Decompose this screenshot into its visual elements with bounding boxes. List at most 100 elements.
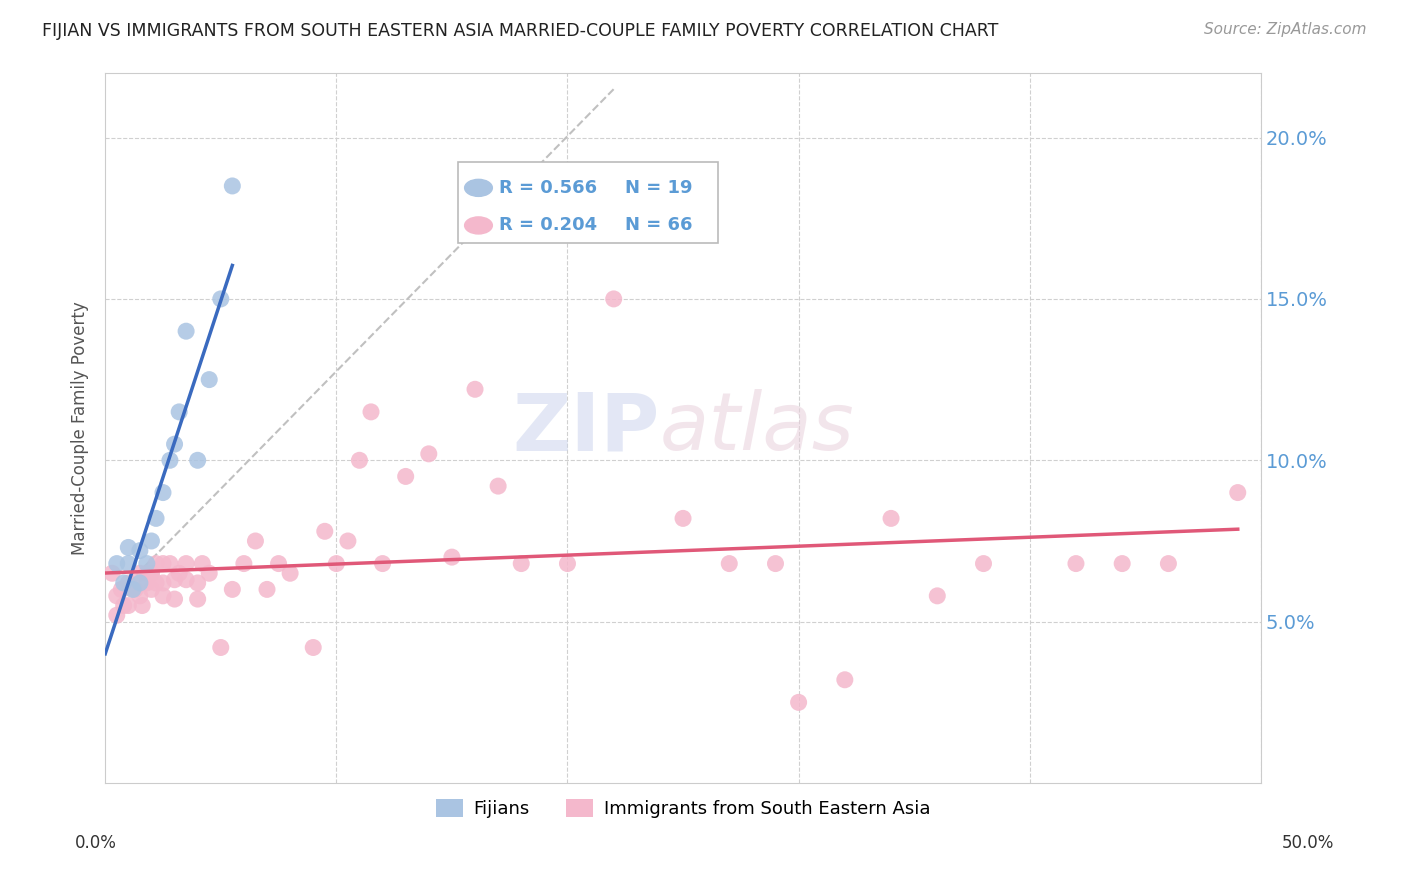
Point [486, 479, 509, 493]
Point [1111, 557, 1133, 571]
Point [973, 557, 995, 571]
Point [145, 511, 167, 525]
Point [117, 576, 139, 591]
Point [163, 592, 186, 607]
Point [105, 557, 128, 571]
Point [135, 576, 157, 591]
Point [128, 589, 150, 603]
Text: N = 66: N = 66 [626, 217, 693, 235]
Text: ZIP: ZIP [513, 389, 659, 467]
Point [395, 469, 418, 483]
Point [787, 695, 810, 709]
Point [278, 566, 301, 581]
Point [117, 557, 139, 571]
Point [360, 405, 382, 419]
Point [302, 640, 325, 655]
Point [418, 447, 440, 461]
Point [602, 292, 624, 306]
Point [141, 566, 163, 581]
Point [163, 437, 186, 451]
Point [128, 576, 150, 591]
Point [163, 573, 186, 587]
Point [336, 533, 359, 548]
Text: FIJIAN VS IMMIGRANTS FROM SOUTH EASTERN ASIA MARRIED-COUPLE FAMILY POVERTY CORRE: FIJIAN VS IMMIGRANTS FROM SOUTH EASTERN … [42, 22, 998, 40]
Text: Source: ZipAtlas.com: Source: ZipAtlas.com [1204, 22, 1367, 37]
Point [221, 178, 243, 193]
Point [191, 557, 214, 571]
Point [101, 566, 124, 581]
Text: R = 0.566: R = 0.566 [499, 179, 598, 197]
Point [105, 608, 128, 623]
Text: 50.0%: 50.0% [1281, 834, 1334, 852]
Point [122, 582, 145, 597]
Point [256, 582, 278, 597]
Point [141, 533, 163, 548]
Point [152, 576, 174, 591]
Point [440, 550, 463, 565]
Point [152, 485, 174, 500]
Point [880, 511, 903, 525]
Point [174, 573, 197, 587]
Point [672, 511, 695, 525]
Point [167, 405, 190, 419]
Point [209, 292, 232, 306]
Point [117, 599, 139, 613]
Point [834, 673, 856, 687]
Point [174, 557, 197, 571]
Point [221, 582, 243, 597]
Point [141, 582, 163, 597]
Point [718, 557, 741, 571]
Point [232, 557, 254, 571]
Point [209, 640, 232, 655]
Point [765, 557, 787, 571]
Point [124, 582, 146, 597]
Text: 0.0%: 0.0% [75, 834, 117, 852]
Point [128, 543, 150, 558]
Point [557, 557, 579, 571]
Point [112, 576, 135, 591]
Point [141, 566, 163, 581]
Point [464, 382, 486, 396]
Point [122, 582, 145, 597]
Point [1226, 485, 1249, 500]
Point [245, 533, 267, 548]
Point [152, 589, 174, 603]
Point [267, 557, 290, 571]
Point [159, 557, 181, 571]
Point [112, 599, 135, 613]
Point [349, 453, 371, 467]
Text: atlas: atlas [659, 389, 855, 467]
Legend: Fijians, Immigrants from South Eastern Asia: Fijians, Immigrants from South Eastern A… [429, 791, 938, 825]
Point [198, 373, 221, 387]
Point [314, 524, 336, 539]
Point [1064, 557, 1087, 571]
Point [152, 557, 174, 571]
Point [187, 453, 209, 467]
Point [131, 599, 153, 613]
Point [371, 557, 394, 571]
Text: N = 19: N = 19 [626, 179, 693, 197]
Point [105, 589, 128, 603]
Point [174, 324, 197, 338]
Point [187, 592, 209, 607]
Point [325, 557, 347, 571]
Point [145, 557, 167, 571]
Point [187, 576, 209, 591]
Point [167, 566, 190, 581]
Circle shape [464, 179, 492, 196]
Point [117, 541, 139, 555]
Point [927, 589, 949, 603]
Point [1157, 557, 1180, 571]
Point [110, 582, 132, 597]
Circle shape [464, 217, 492, 234]
Point [145, 576, 167, 591]
Point [198, 566, 221, 581]
Point [510, 557, 533, 571]
Point [135, 566, 157, 581]
FancyBboxPatch shape [458, 161, 717, 244]
Y-axis label: Married-Couple Family Poverty: Married-Couple Family Poverty [72, 301, 89, 555]
Point [135, 557, 157, 571]
Point [159, 453, 181, 467]
Text: R = 0.204: R = 0.204 [499, 217, 598, 235]
Point [128, 566, 150, 581]
